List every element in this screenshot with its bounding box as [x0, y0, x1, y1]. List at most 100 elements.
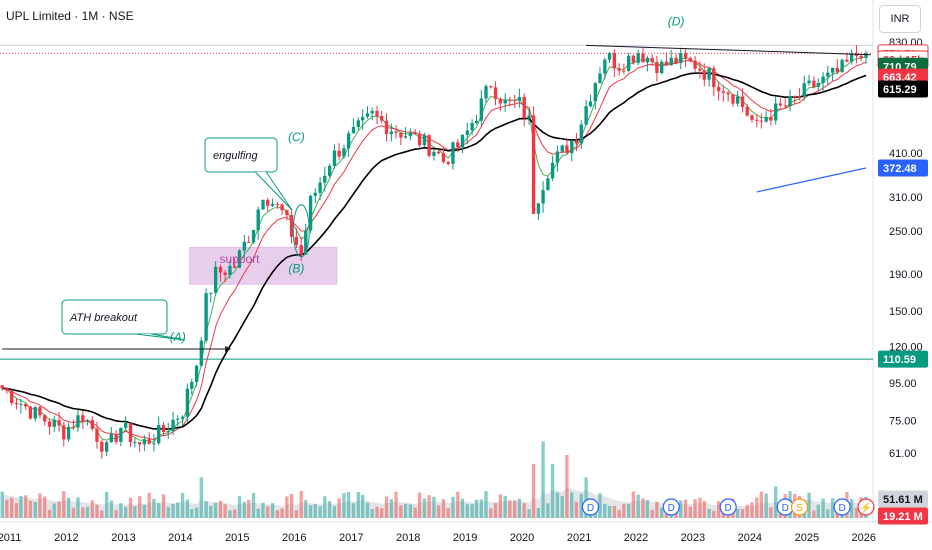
price-tag-label: 51.61 M [883, 494, 923, 506]
volume-bar [778, 510, 783, 518]
candle-body [142, 439, 147, 445]
volume-bar [479, 499, 483, 518]
volume-bar [816, 504, 820, 518]
volume-bar [622, 503, 626, 518]
volume-bar [702, 501, 706, 518]
volume-bar [550, 464, 555, 518]
engulfing-ellipse [292, 204, 310, 258]
price-tick-label: 120.00 [889, 341, 923, 353]
time-tick-label: 2019 [453, 532, 477, 544]
candle-body [285, 210, 289, 215]
volume-bar [285, 496, 289, 518]
event-marker-label: ⚡ [860, 501, 872, 514]
volume-bar [104, 491, 109, 518]
candle-body [138, 442, 142, 445]
volume-bar [38, 493, 42, 518]
volume-bar [270, 503, 275, 518]
volume-bar [47, 509, 52, 518]
volume-bar [546, 503, 550, 518]
candle-body [674, 57, 678, 64]
candle-body [517, 96, 522, 101]
candle-body [114, 433, 118, 442]
volume-bar [299, 491, 303, 518]
volume-bar [346, 492, 351, 518]
candle-body [242, 241, 246, 251]
candle-body [304, 230, 308, 255]
candle-body [81, 415, 85, 421]
callout-box [61, 299, 168, 335]
volume-bar [693, 499, 697, 518]
volume-bar [356, 492, 360, 518]
volume-bar [157, 502, 161, 518]
volume-bar [5, 499, 9, 518]
volume-bar [422, 498, 427, 518]
candle-body [735, 96, 740, 104]
volume-bar [579, 493, 583, 518]
candle-body [745, 106, 749, 116]
candle-body [579, 124, 583, 144]
volume-bar [119, 503, 123, 518]
volume-bar [109, 500, 113, 518]
volume-bar [161, 494, 166, 518]
candle-body [750, 115, 754, 120]
volume-bar [28, 500, 33, 518]
candle-body [513, 100, 517, 102]
candle-body [157, 425, 161, 444]
candle-body [769, 116, 773, 121]
time-tick-label: 2016 [282, 532, 306, 544]
candle-body [176, 418, 180, 420]
price-tick-label: 190.00 [889, 269, 923, 281]
candle-body [417, 133, 422, 146]
volume-bar [190, 509, 194, 518]
candle-body [76, 415, 80, 428]
candle-body [375, 110, 379, 117]
candle-body [584, 106, 588, 125]
volume-bar [603, 503, 607, 518]
candle-body [660, 61, 664, 73]
volume-bar [536, 507, 541, 518]
candle-body [522, 96, 526, 118]
volume-bar [636, 494, 640, 518]
volume-bar [460, 498, 465, 518]
volume-bar [655, 501, 659, 518]
volume-bar [24, 495, 28, 518]
volume-bar [294, 510, 299, 518]
volume-bar [85, 506, 90, 518]
candle-body [266, 199, 270, 206]
candle-body [707, 68, 711, 80]
candle-body [816, 82, 820, 87]
volume-bar [247, 499, 251, 518]
volume-bar [849, 499, 854, 518]
candle-body [427, 135, 431, 156]
volume-bar [456, 491, 460, 518]
event-marker-icon [662, 498, 680, 516]
candle-body [133, 442, 137, 444]
candle-body [337, 150, 341, 157]
volume-bar [370, 509, 374, 518]
volume-bar [432, 496, 436, 518]
candle-body [546, 178, 550, 191]
volume-bar [598, 493, 602, 518]
candle-body [384, 120, 389, 135]
candle-body [370, 110, 374, 114]
volume-bar [565, 455, 569, 518]
candle-body [403, 136, 408, 138]
candle-body [43, 415, 47, 422]
trendline-d [586, 44, 871, 56]
volume-bar [166, 507, 170, 518]
volume-bar [147, 492, 151, 518]
candle-body [237, 250, 242, 268]
volume-bar [10, 497, 14, 518]
candle-body [100, 441, 104, 452]
time-tick-label: 2014 [168, 532, 192, 544]
candle-body [33, 407, 37, 419]
currency-button[interactable]: INR [879, 5, 921, 33]
candle-body [778, 103, 783, 106]
candle-body [645, 57, 650, 63]
volume-bar [180, 493, 185, 518]
candle-body [726, 92, 730, 95]
volume-bar [380, 508, 384, 518]
volume-bar [683, 499, 688, 518]
candle-body [24, 403, 28, 407]
